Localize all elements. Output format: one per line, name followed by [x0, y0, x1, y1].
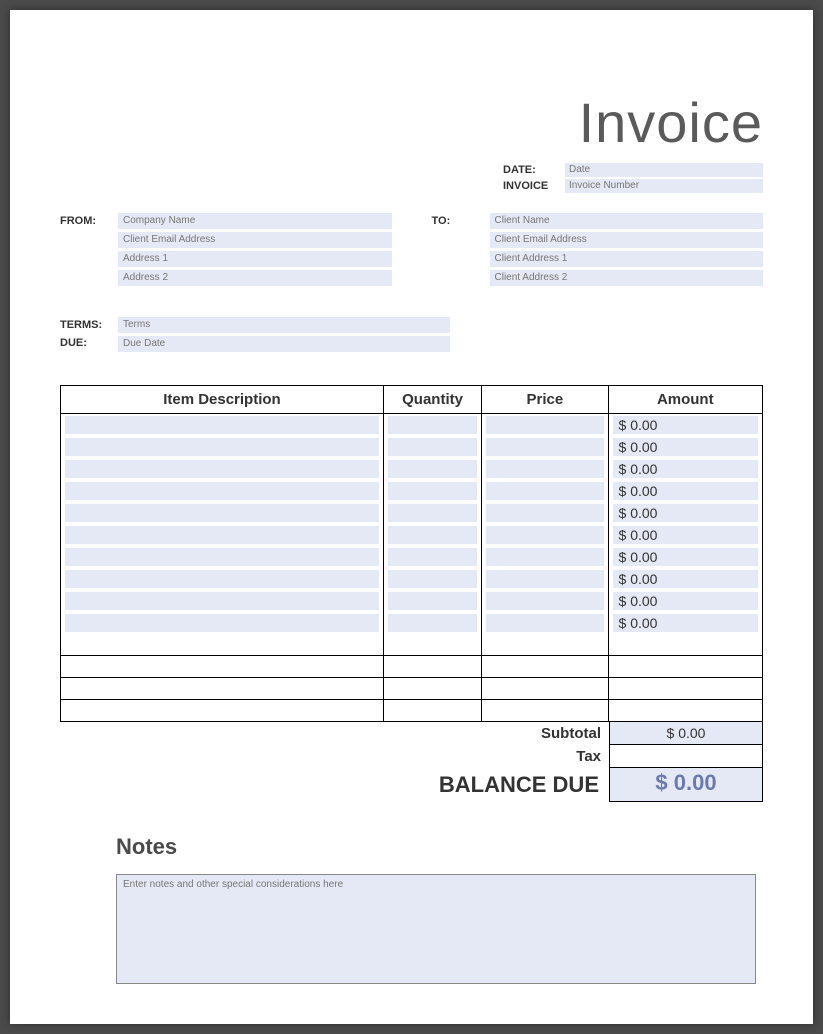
header-price: Price — [482, 386, 608, 414]
quantity-cell[interactable] — [388, 460, 477, 478]
balance-due-value: $ 0.00 — [609, 768, 763, 802]
quantity-cell[interactable] — [388, 416, 477, 434]
terms-label: TERMS: — [60, 317, 118, 335]
table-row: $ 0.00 — [61, 480, 763, 502]
description-cell[interactable] — [65, 570, 379, 588]
description-cell[interactable] — [65, 504, 379, 522]
to-address1-field[interactable]: Client Address 1 — [490, 251, 764, 267]
description-cell[interactable] — [65, 592, 379, 610]
meta-block: DATE: Date INVOICE Invoice Number — [60, 163, 763, 195]
price-cell[interactable] — [486, 482, 603, 500]
table-row: $ 0.00 — [61, 590, 763, 612]
subtotal-value: $ 0.00 — [609, 722, 763, 745]
amount-cell: $ 0.00 — [613, 482, 758, 500]
table-row-blank — [61, 700, 763, 722]
quantity-cell[interactable] — [388, 592, 477, 610]
to-name-field[interactable]: Client Name — [490, 213, 764, 229]
table-row: $ 0.00 — [61, 524, 763, 546]
price-cell[interactable] — [486, 460, 603, 478]
header-amount: Amount — [608, 386, 762, 414]
table-row-blank — [61, 656, 763, 678]
amount-cell: $ 0.00 — [613, 548, 758, 566]
notes-field[interactable]: Enter notes and other special considerat… — [116, 874, 756, 984]
amount-cell: $ 0.00 — [613, 460, 758, 478]
table-row: $ 0.00 — [61, 414, 763, 436]
parties-block: FROM: Company Name Client Email Address … — [60, 213, 763, 289]
price-cell[interactable] — [486, 526, 603, 544]
price-cell[interactable] — [486, 614, 603, 632]
quantity-cell[interactable] — [388, 526, 477, 544]
price-cell[interactable] — [486, 592, 603, 610]
table-row: $ 0.00 — [61, 458, 763, 480]
table-row: $ 0.00 — [61, 568, 763, 590]
tax-label: Tax — [576, 745, 609, 768]
from-label: FROM: — [60, 213, 118, 289]
quantity-cell[interactable] — [388, 438, 477, 456]
price-cell[interactable] — [486, 504, 603, 522]
description-cell[interactable] — [65, 614, 379, 632]
to-address2-field[interactable]: Client Address 2 — [490, 270, 764, 286]
description-cell[interactable] — [65, 460, 379, 478]
amount-cell: $ 0.00 — [613, 438, 758, 456]
from-email-field[interactable]: Client Email Address — [118, 232, 392, 248]
due-date-field[interactable]: Due Date — [118, 336, 450, 352]
invoice-number-field[interactable]: Invoice Number — [565, 179, 763, 193]
quantity-cell[interactable] — [388, 570, 477, 588]
quantity-cell[interactable] — [388, 482, 477, 500]
invoice-number-label: INVOICE — [503, 180, 565, 192]
from-block: FROM: Company Name Client Email Address … — [60, 213, 392, 289]
subtotal-label: Subtotal — [541, 722, 609, 745]
date-field[interactable]: Date — [565, 163, 763, 177]
due-label: DUE: — [60, 335, 118, 353]
table-row: $ 0.00 — [61, 546, 763, 568]
description-cell[interactable] — [65, 438, 379, 456]
date-label: DATE: — [503, 164, 565, 176]
quantity-cell[interactable] — [388, 614, 477, 632]
price-cell[interactable] — [486, 416, 603, 434]
to-block: TO: Client Name Client Email Address Cli… — [432, 213, 764, 289]
to-email-field[interactable]: Client Email Address — [490, 232, 764, 248]
table-row: $ 0.00 — [61, 436, 763, 458]
totals-block: Subtotal $ 0.00 Tax BALANCE DUE $ 0.00 — [60, 722, 763, 802]
description-cell[interactable] — [65, 416, 379, 434]
from-address1-field[interactable]: Address 1 — [118, 251, 392, 267]
price-cell[interactable] — [486, 548, 603, 566]
amount-cell: $ 0.00 — [613, 592, 758, 610]
amount-cell: $ 0.00 — [613, 526, 758, 544]
table-row: $ 0.00 — [61, 502, 763, 524]
balance-due-label: BALANCE DUE — [439, 768, 609, 802]
quantity-cell[interactable] — [388, 548, 477, 566]
table-row-blank — [61, 678, 763, 700]
description-cell[interactable] — [65, 482, 379, 500]
description-cell[interactable] — [65, 548, 379, 566]
header-description: Item Description — [61, 386, 384, 414]
amount-cell: $ 0.00 — [613, 570, 758, 588]
table-row-blank — [61, 634, 763, 656]
tax-value[interactable] — [609, 745, 763, 768]
from-address2-field[interactable]: Address 2 — [118, 270, 392, 286]
quantity-cell[interactable] — [388, 504, 477, 522]
items-table: Item Description Quantity Price Amount $… — [60, 385, 763, 722]
invoice-title: Invoice — [60, 90, 763, 155]
price-cell[interactable] — [486, 570, 603, 588]
from-company-field[interactable]: Company Name — [118, 213, 392, 229]
price-cell[interactable] — [486, 438, 603, 456]
to-label: TO: — [432, 213, 490, 289]
invoice-page: Invoice DATE: Date INVOICE Invoice Numbe… — [10, 10, 813, 1024]
terms-block: TERMS: DUE: Terms Due Date — [60, 317, 450, 355]
amount-cell: $ 0.00 — [613, 416, 758, 434]
table-row: $ 0.00 — [61, 612, 763, 634]
notes-heading: Notes — [116, 834, 763, 860]
header-quantity: Quantity — [383, 386, 481, 414]
amount-cell: $ 0.00 — [613, 504, 758, 522]
description-cell[interactable] — [65, 526, 379, 544]
amount-cell: $ 0.00 — [613, 614, 758, 632]
terms-field[interactable]: Terms — [118, 317, 450, 333]
